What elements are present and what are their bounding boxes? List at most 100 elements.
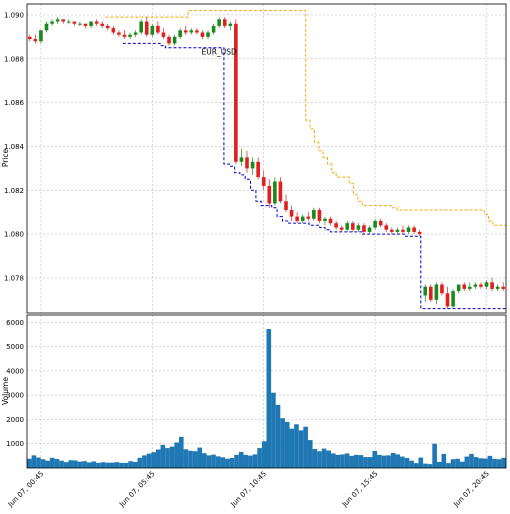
volume-bar bbox=[455, 458, 460, 468]
candle-body bbox=[334, 223, 338, 228]
volume-bar bbox=[271, 392, 276, 468]
candle-body bbox=[89, 21, 93, 26]
candle-body bbox=[273, 181, 277, 204]
volume-bar bbox=[303, 426, 308, 468]
volume-bar bbox=[238, 451, 244, 468]
symbol-annotation: EUR_USD bbox=[202, 47, 237, 56]
volume-bar bbox=[183, 449, 189, 468]
candle-body bbox=[78, 23, 82, 25]
candle-body bbox=[328, 218, 333, 224]
volume-bar bbox=[381, 455, 387, 468]
volume-bar bbox=[266, 329, 272, 468]
price-tick-label: 1.082 bbox=[4, 187, 24, 195]
candle-body bbox=[183, 30, 188, 33]
volume-bar bbox=[146, 453, 152, 468]
candle-body bbox=[312, 210, 316, 219]
volume-bar bbox=[234, 454, 239, 468]
volume-bar bbox=[459, 461, 465, 468]
volume-bar bbox=[215, 456, 221, 468]
candle-body bbox=[278, 181, 283, 202]
volume-bar bbox=[137, 457, 143, 468]
time-tick-label: Jun 07, 20:45 bbox=[452, 470, 491, 509]
price-axis-label: Price bbox=[1, 148, 10, 167]
volume-bar bbox=[261, 441, 267, 468]
candle-body bbox=[128, 34, 132, 37]
candle-body bbox=[55, 19, 60, 22]
candle-body bbox=[434, 284, 439, 300]
volume-bar bbox=[390, 452, 396, 468]
volume-bar bbox=[96, 462, 101, 468]
candle-body bbox=[61, 19, 66, 22]
volume-bar bbox=[372, 451, 378, 468]
candle-body bbox=[395, 229, 400, 232]
volume-bar bbox=[160, 444, 166, 468]
candle-body bbox=[351, 223, 355, 230]
upper-band-line bbox=[105, 10, 506, 226]
volume-bar bbox=[105, 462, 110, 468]
volume-bar bbox=[50, 457, 55, 468]
candle-body bbox=[178, 30, 182, 37]
volume-bar bbox=[119, 462, 124, 468]
volume-bar bbox=[335, 454, 341, 468]
candle-body bbox=[345, 223, 350, 230]
candle-body bbox=[239, 157, 244, 162]
volume-bar bbox=[496, 459, 502, 468]
volume-bar bbox=[289, 428, 295, 468]
candle-body bbox=[462, 284, 467, 289]
candle-body bbox=[189, 30, 194, 33]
candle-body bbox=[234, 23, 238, 162]
volume-tick-label: 6000 bbox=[6, 319, 24, 327]
candle-body bbox=[412, 227, 416, 232]
candle-body bbox=[479, 284, 483, 287]
candle-body bbox=[122, 34, 127, 37]
candle-body bbox=[261, 177, 266, 186]
volume-bar bbox=[77, 461, 83, 468]
volume-panel-frame bbox=[26, 314, 507, 469]
volume-bar bbox=[82, 461, 87, 468]
candle-body bbox=[484, 282, 489, 287]
candles-layer bbox=[27, 17, 506, 309]
candle-body bbox=[39, 30, 43, 42]
volume-bar bbox=[59, 460, 64, 468]
volume-bar bbox=[501, 457, 506, 468]
volume-bar bbox=[404, 458, 410, 468]
candle-body bbox=[222, 19, 227, 26]
candle-body bbox=[473, 284, 478, 287]
volume-bar bbox=[202, 453, 207, 468]
volume-bar bbox=[478, 458, 483, 468]
volume-bar bbox=[307, 440, 313, 468]
candle-body bbox=[161, 32, 166, 37]
volume-bar bbox=[363, 457, 368, 468]
volume-bar bbox=[312, 449, 318, 468]
volume-bar bbox=[432, 443, 437, 468]
volume-bars bbox=[27, 329, 506, 468]
candle-body bbox=[356, 225, 361, 230]
candle-body bbox=[495, 286, 500, 289]
volume-bar bbox=[128, 461, 133, 468]
volume-bar bbox=[252, 454, 258, 468]
candle-body bbox=[83, 23, 88, 26]
volume-bar bbox=[358, 455, 364, 468]
candle-body bbox=[267, 185, 272, 204]
volume-bar bbox=[91, 461, 97, 468]
candle-body bbox=[317, 210, 322, 221]
candle-body bbox=[417, 231, 422, 235]
volume-bar bbox=[40, 459, 46, 468]
candle-body bbox=[323, 218, 327, 221]
candle-body bbox=[66, 21, 71, 23]
candle-body bbox=[167, 36, 171, 44]
volume-bar bbox=[63, 462, 69, 468]
candle-body bbox=[94, 21, 99, 24]
volume-tick-label: 1000 bbox=[6, 440, 24, 448]
volume-bar bbox=[427, 464, 433, 468]
candle-body bbox=[440, 284, 444, 294]
candle-body bbox=[105, 25, 110, 29]
volume-bar bbox=[100, 462, 106, 468]
volume-bar bbox=[142, 455, 147, 468]
candle-body bbox=[306, 216, 311, 219]
candle-body bbox=[156, 25, 160, 33]
candle-body bbox=[428, 286, 433, 300]
volume-bar bbox=[413, 463, 419, 468]
